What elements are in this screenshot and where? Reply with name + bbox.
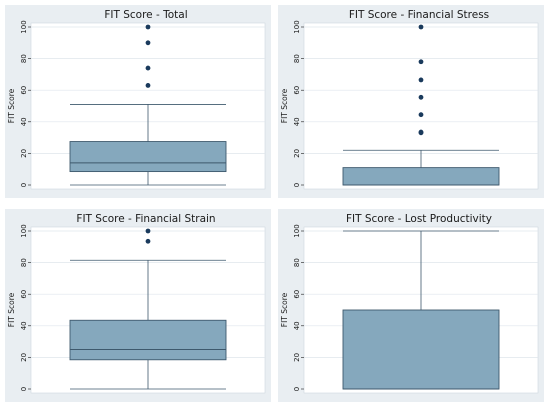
chart-title: FIT Score - Financial Stress bbox=[349, 9, 489, 21]
y-axis-label: FIT Score bbox=[280, 88, 289, 123]
interquartile-box bbox=[69, 319, 227, 361]
y-tick-label: 100 bbox=[20, 224, 28, 237]
y-axis-label: FIT Score bbox=[7, 88, 16, 123]
y-tick-label: 0 bbox=[20, 387, 28, 391]
outlier-point bbox=[418, 59, 424, 65]
y-tick-label: 80 bbox=[20, 54, 28, 63]
y-tick-label: 80 bbox=[20, 258, 28, 267]
y-tick-label: 60 bbox=[293, 290, 301, 299]
y-axis-label: FIT Score bbox=[7, 292, 16, 327]
interquartile-box bbox=[342, 309, 500, 390]
y-tick-label: 20 bbox=[20, 353, 28, 362]
y-tick-label: 20 bbox=[293, 353, 301, 362]
outlier-point bbox=[145, 238, 151, 244]
chart-panel-1: FIT Score - Total FIT Score 0 20 40 60 80 100 bbox=[5, 5, 271, 198]
outlier-point bbox=[418, 77, 424, 83]
chart-title: FIT Score - Financial Strain bbox=[76, 213, 215, 225]
y-tick-label: 20 bbox=[20, 149, 28, 158]
y-tick-label: 80 bbox=[293, 54, 301, 63]
y-tick-label: 0 bbox=[293, 387, 301, 391]
y-tick-label: 40 bbox=[20, 117, 28, 126]
interquartile-box bbox=[69, 141, 227, 173]
y-tick-label: 60 bbox=[20, 86, 28, 95]
y-tick-label: 40 bbox=[293, 117, 301, 126]
chart-panel-3: FIT Score - Financial Strain FIT Score 0 20… bbox=[5, 209, 271, 402]
outlier-point bbox=[145, 83, 151, 88]
y-tick-label: 80 bbox=[293, 258, 301, 267]
chart-title: FIT Score - Lost Productivity bbox=[346, 213, 492, 225]
y-tick-label: 100 bbox=[293, 20, 301, 33]
y-tick-label: 100 bbox=[20, 20, 28, 33]
outlier-point bbox=[145, 228, 151, 234]
outlier-point bbox=[418, 112, 424, 118]
outlier-point bbox=[145, 65, 151, 71]
chart-panel-2: FIT Score - Financial Stress FIT Score 0 20… bbox=[278, 5, 544, 198]
outlier-point bbox=[145, 24, 151, 30]
y-tick-label: 60 bbox=[20, 290, 28, 299]
y-tick-label: 40 bbox=[293, 321, 301, 330]
y-axis-label: FIT Score bbox=[280, 292, 289, 327]
y-tick-label: 100 bbox=[293, 224, 301, 237]
y-tick-label: 60 bbox=[293, 86, 301, 95]
interquartile-box bbox=[342, 167, 500, 186]
outlier-point bbox=[418, 129, 424, 135]
chart-title: FIT Score - Total bbox=[104, 9, 187, 21]
y-tick-label: 40 bbox=[20, 321, 28, 330]
y-tick-label: 20 bbox=[293, 149, 301, 158]
outlier-point bbox=[418, 94, 424, 100]
chart-panel-4: FIT Score - Lost Productivity FIT Score 0 2… bbox=[278, 209, 544, 402]
y-tick-label: 0 bbox=[293, 183, 301, 187]
outlier-point bbox=[145, 40, 151, 46]
y-tick-label: 0 bbox=[20, 183, 28, 187]
outlier-point bbox=[418, 24, 424, 30]
